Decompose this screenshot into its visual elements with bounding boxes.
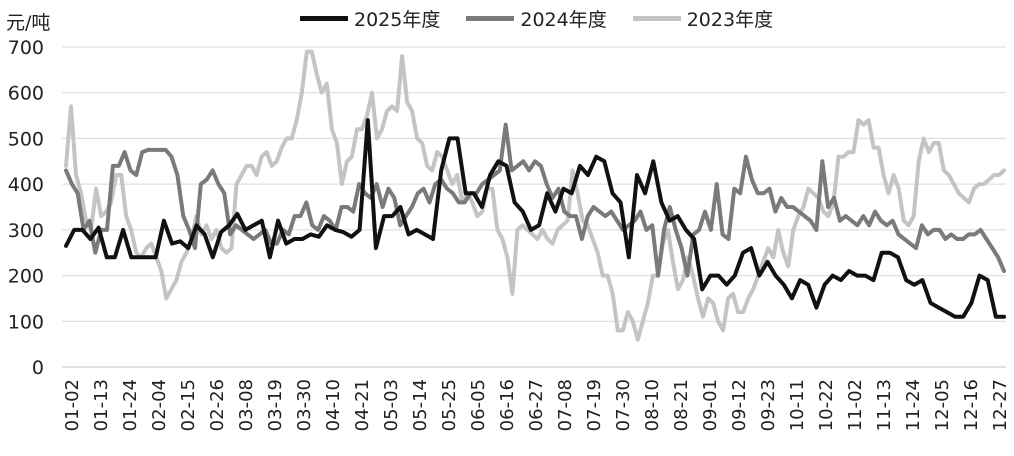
y-tick-label: 600	[8, 83, 44, 105]
series-line-2024年度	[64, 122, 1006, 278]
x-tick-label: 04-21	[352, 379, 373, 431]
x-tick-label: 10-11	[787, 379, 808, 431]
x-tick-label: 02-04	[149, 379, 170, 431]
legend-item-2025: 2025年度	[300, 5, 440, 32]
y-tick-label: 200	[8, 266, 44, 288]
y-tick-label: 0	[32, 357, 44, 379]
x-tick-label: 12-16	[961, 379, 982, 431]
x-tick-label: 07-08	[555, 379, 576, 431]
x-tick-label: 12-27	[990, 379, 1011, 431]
y-axis-unit-label: 元/吨	[6, 12, 51, 34]
legend-label-2023: 2023年度	[686, 9, 774, 31]
x-tick-label: 10-22	[816, 379, 837, 431]
series-line-2023年度	[64, 49, 1006, 342]
x-tick-label: 09-12	[729, 379, 750, 431]
x-tick-label: 06-05	[468, 379, 489, 431]
x-tick-label: 01-02	[62, 379, 83, 431]
y-tick-label: 700	[8, 37, 44, 59]
x-tick-label: 05-25	[439, 379, 460, 431]
x-tick-label: 11-02	[845, 379, 866, 431]
y-tick-label: 400	[8, 174, 44, 196]
x-tick-label: 12-05	[932, 379, 953, 431]
x-tick-label: 07-30	[613, 379, 634, 431]
legend-swatch-2023	[632, 16, 681, 21]
x-tick-label: 09-23	[758, 379, 779, 431]
x-tick-label: 11-13	[874, 379, 895, 431]
x-tick-label: 08-21	[671, 379, 692, 431]
y-tick-label: 300	[8, 220, 44, 242]
legend-item-2023: 2023年度	[632, 5, 774, 32]
legend-item-2024: 2024年度	[466, 5, 607, 32]
x-tick-label: 03-19	[265, 379, 286, 431]
legend-swatch-2025	[300, 16, 348, 21]
x-tick-label: 01-24	[120, 379, 141, 431]
legend-label-2024: 2024年度	[520, 9, 607, 31]
x-tick-label: 06-27	[526, 379, 547, 431]
y-tick-label: 500	[8, 128, 44, 150]
x-tick-label: 03-08	[236, 379, 257, 431]
x-tick-label: 01-13	[91, 379, 112, 431]
y-tick-label: 100	[8, 311, 44, 333]
x-tick-label: 02-15	[178, 379, 199, 431]
legend: 2025年度 2024年度 2023年度	[300, 5, 773, 32]
x-tick-label: 09-01	[700, 379, 721, 431]
legend-label-2025: 2025年度	[354, 9, 441, 31]
legend-swatch-2024	[466, 16, 515, 21]
x-tick-label: 04-10	[323, 379, 344, 431]
x-tick-label: 07-19	[584, 379, 605, 431]
x-tick-label: 02-26	[207, 379, 228, 431]
x-tick-label: 05-14	[410, 379, 431, 431]
series-line-2025年度	[64, 118, 1006, 319]
x-tick-label: 08-10	[642, 379, 663, 431]
x-tick-label: 11-24	[903, 379, 924, 431]
x-tick-label: 06-16	[497, 379, 518, 431]
x-tick-label: 05-03	[381, 379, 402, 431]
x-tick-label: 03-30	[294, 379, 315, 431]
